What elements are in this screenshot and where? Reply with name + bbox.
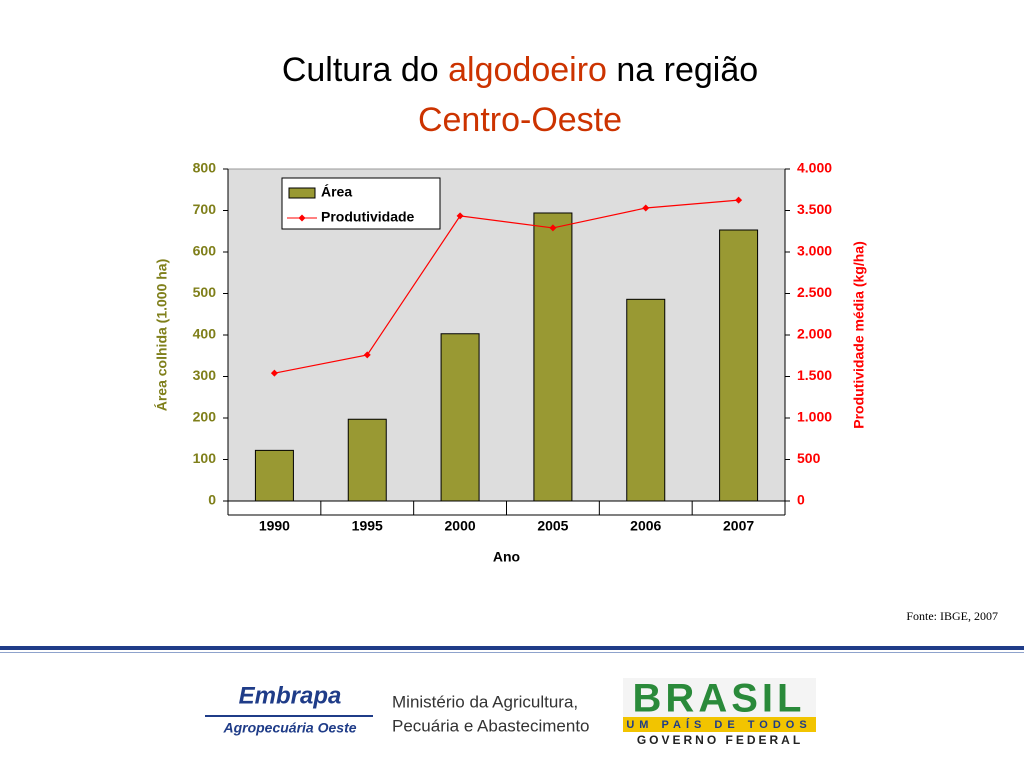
- x-tick-label: 2006: [630, 518, 661, 534]
- bar: [440, 333, 480, 502]
- brasil-strip: [623, 717, 816, 732]
- y-tick-label: 700: [193, 201, 217, 217]
- marker: [735, 196, 743, 204]
- y2-tick-label: 2.000: [797, 326, 832, 342]
- marker: [363, 351, 371, 359]
- bar: [533, 212, 573, 502]
- bar: [347, 418, 387, 502]
- y2-tick-label: 0: [797, 492, 805, 508]
- x-tick-label: 2005: [537, 518, 568, 534]
- source: Fonte: IBGE, 2007: [906, 609, 998, 623]
- y-tick-label: 200: [193, 409, 217, 425]
- y-axis-label: Área colhida (1.000 ha): [154, 259, 170, 412]
- logo-embrapa: Embrapa: [239, 682, 342, 709]
- title-part: algodoeiro: [448, 51, 607, 89]
- y2-tick-label: 3.500: [797, 201, 832, 217]
- ministry-text: Ministério da Agricultura,: [392, 692, 578, 711]
- x-tick-label: 1995: [352, 518, 383, 534]
- divider: [0, 646, 1024, 650]
- brasil-box: [623, 678, 816, 722]
- y2-tick-label: 3.000: [797, 243, 832, 259]
- title-part: na região: [607, 51, 758, 89]
- x-tick-label: 1990: [259, 518, 290, 534]
- title-part: Centro-Oeste: [418, 101, 622, 139]
- legend-box: [281, 177, 441, 230]
- y-tick-label: 800: [193, 160, 217, 176]
- x-axis-label: Ano: [493, 549, 520, 565]
- bar: [254, 449, 294, 502]
- marker: [549, 224, 557, 232]
- bar: [719, 229, 759, 502]
- y-tick-label: 400: [193, 326, 217, 342]
- logo-government: GOVERNO FEDERAL: [637, 733, 803, 747]
- divider: [0, 652, 1024, 653]
- y-tick-label: 300: [193, 367, 217, 383]
- y2-tick-label: 1.000: [797, 409, 832, 425]
- marker: [456, 212, 464, 220]
- title-part: Cultura do: [282, 51, 448, 89]
- logo-brasil: BRASIL: [633, 677, 806, 721]
- y2-axis-label: Produtividade média (kg/ha): [851, 241, 867, 428]
- y2-tick-label: 1.500: [797, 367, 832, 383]
- slide-title: Cultura do algodoeiro na região: [282, 51, 758, 89]
- logo-rule: [205, 715, 373, 717]
- marker: [270, 369, 278, 377]
- y-tick-label: 100: [193, 450, 217, 466]
- y-tick-label: 0: [208, 492, 216, 508]
- ministry-text: Pecuária e Abastecimento: [392, 716, 590, 735]
- legend-swatch: [298, 214, 306, 222]
- y2-tick-label: 2.500: [797, 284, 832, 300]
- x-tick-label: 2000: [445, 518, 476, 534]
- x-tick-label: 2007: [723, 518, 754, 534]
- line: [274, 199, 739, 374]
- marker: [642, 204, 650, 212]
- legend-swatch: [288, 187, 316, 199]
- logo-embrapa-unit: Agropecuária Oeste: [222, 720, 356, 736]
- y2-tick-label: 500: [797, 450, 821, 466]
- bar: [626, 298, 666, 502]
- logo-motto: UM PAÍS DE TODOS: [626, 718, 811, 731]
- legend-label: Área: [321, 184, 352, 200]
- y-tick-label: 500: [193, 284, 217, 300]
- y2-tick-label: 4.000: [797, 160, 832, 176]
- y-tick-label: 600: [193, 243, 217, 259]
- legend-label: Produtividade: [321, 209, 415, 225]
